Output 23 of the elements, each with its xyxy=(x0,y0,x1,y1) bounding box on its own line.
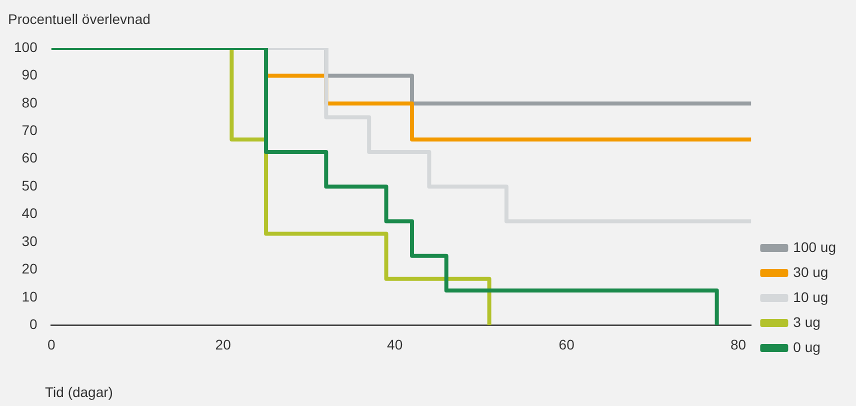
y-tick-label: 70 xyxy=(22,122,38,138)
legend-label: 100 ug xyxy=(793,238,836,255)
y-tick-label: 20 xyxy=(22,260,38,277)
y-tick-label: 50 xyxy=(22,177,38,194)
x-axis-title: Tid (dagar) xyxy=(45,384,113,400)
y-axis-title: Procentuell överlevnad xyxy=(8,11,150,27)
legend-label: 0 ug xyxy=(793,338,820,355)
y-tick-label: 0 xyxy=(30,316,38,332)
y-tick-label: 10 xyxy=(22,288,38,304)
y-tick-label: 100 xyxy=(14,38,38,55)
x-tick-label: 80 xyxy=(730,336,746,352)
legend-label: 10 ug xyxy=(793,288,828,305)
y-tick-label: 30 xyxy=(22,232,38,249)
x-tick-label: 60 xyxy=(558,336,575,352)
x-tick-label: 20 xyxy=(215,336,232,352)
legend-label: 3 ug xyxy=(793,314,820,330)
y-tick-label: 90 xyxy=(22,66,38,83)
x-tick-label: 0 xyxy=(47,336,56,352)
x-tick-label: 40 xyxy=(387,336,403,352)
legend-label: 30 ug xyxy=(793,264,828,280)
y-tick-label: 60 xyxy=(22,150,38,166)
y-tick-label: 80 xyxy=(22,94,38,110)
y-tick-label: 40 xyxy=(22,205,38,222)
